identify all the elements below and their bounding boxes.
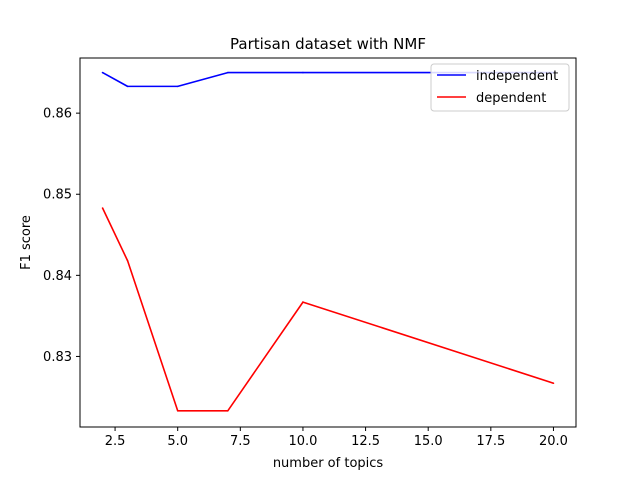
data-point-independent — [101, 71, 104, 74]
x-tick-label: 7.5 — [230, 434, 251, 449]
x-axis-label: number of topics — [273, 456, 384, 471]
y-tick-label: 0.86 — [43, 107, 72, 122]
axis-ticks: 2.5 5.0 7.5 10.0 12.5 15.0 17.5 20.0 0.83 0.84 0.8… — [43, 107, 568, 449]
data-point-independent — [126, 85, 129, 88]
data-point-dependent — [101, 207, 104, 209]
data-point-independent — [176, 85, 179, 88]
y-tick-label: 0.83 — [43, 350, 72, 365]
data-point-independent — [302, 71, 304, 74]
axes-frame — [79, 57, 577, 428]
series-line-dependent — [101, 207, 554, 412]
data-point-dependent — [226, 409, 229, 412]
x-tick-label: 12.5 — [351, 434, 380, 449]
legend: independent dependent — [430, 63, 570, 112]
legend-label-dependent: dependent — [476, 91, 546, 106]
legend-label-independent: independent — [476, 69, 558, 84]
x-tick-label: 17.5 — [476, 434, 505, 449]
data-point-dependent — [552, 382, 555, 385]
x-tick-label: 20.0 — [539, 434, 568, 449]
data-point-dependent — [302, 301, 304, 303]
x-tick-label: 10.0 — [288, 434, 317, 449]
data-point-dependent — [176, 409, 179, 412]
x-tick-label: 15.0 — [414, 434, 443, 449]
data-point-dependent — [126, 259, 129, 262]
y-tick-label: 0.85 — [43, 188, 72, 203]
x-tick-label: 2.5 — [105, 434, 126, 449]
series-line-independent — [102, 71, 554, 88]
chart-title: Partisan dataset with NMF — [230, 35, 426, 53]
y-tick-label: 0.84 — [43, 269, 72, 284]
data-point-independent — [226, 71, 229, 74]
x-tick-label: 5.0 — [167, 434, 188, 449]
y-axis-label: F1 score — [19, 215, 34, 270]
